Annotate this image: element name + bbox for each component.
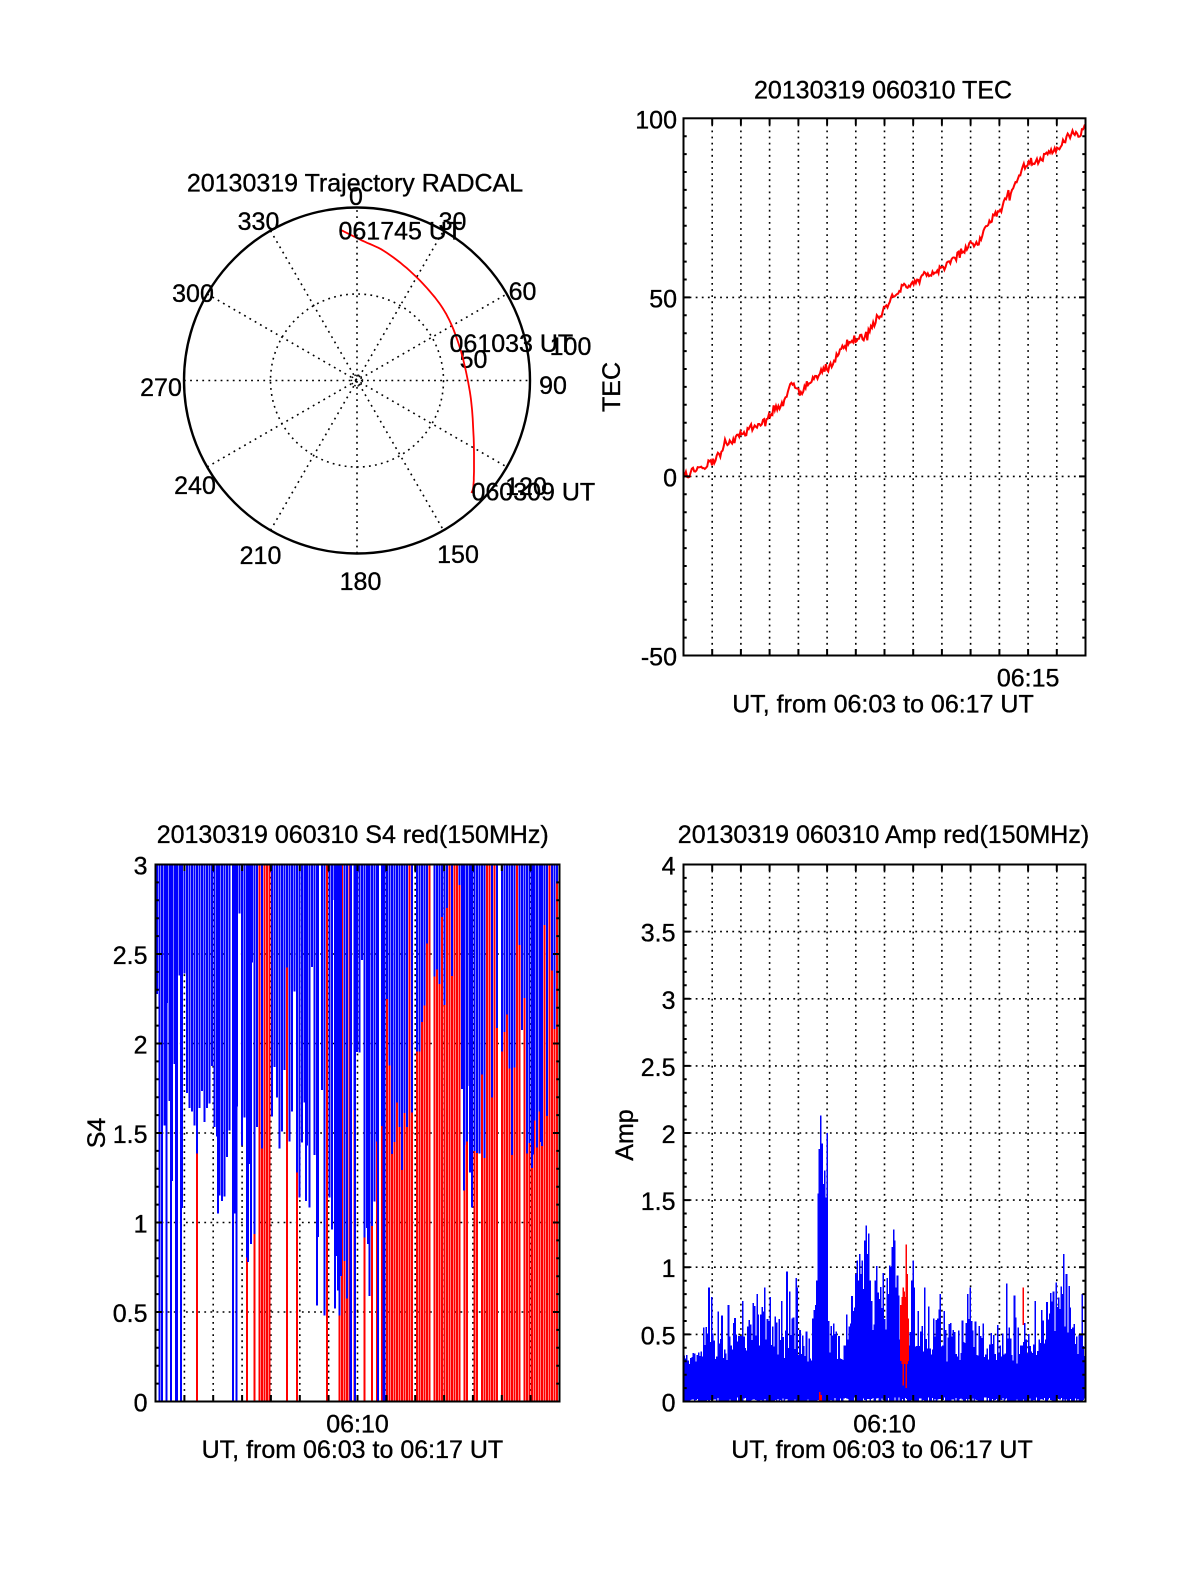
svg-text:0: 0 xyxy=(349,183,363,211)
svg-text:0: 0 xyxy=(663,464,677,492)
svg-text:0.5: 0.5 xyxy=(641,1322,676,1350)
svg-text:20130319 060310 TEC: 20130319 060310 TEC xyxy=(754,76,1012,104)
svg-text:180: 180 xyxy=(340,568,382,596)
svg-text:TEC: TEC xyxy=(598,362,626,412)
svg-text:100: 100 xyxy=(550,333,592,361)
svg-text:1.5: 1.5 xyxy=(641,1188,676,1216)
svg-text:UT, from 06:03 to 06:17 UT: UT, from 06:03 to 06:17 UT xyxy=(731,1436,1033,1464)
svg-text:UT, from 06:03 to 06:17 UT: UT, from 06:03 to 06:17 UT xyxy=(202,1436,504,1464)
svg-text:2: 2 xyxy=(134,1032,148,1060)
svg-text:0: 0 xyxy=(134,1390,148,1418)
svg-text:06:10: 06:10 xyxy=(853,1410,916,1438)
svg-text:UT, from 06:03 to 06:17 UT: UT, from 06:03 to 06:17 UT xyxy=(732,690,1034,718)
svg-text:06:15: 06:15 xyxy=(997,664,1060,692)
svg-text:120: 120 xyxy=(505,473,547,501)
svg-text:0: 0 xyxy=(662,1390,676,1418)
svg-text:60: 60 xyxy=(509,278,537,306)
svg-text:2: 2 xyxy=(662,1121,676,1149)
svg-text:270: 270 xyxy=(140,374,182,402)
svg-text:100: 100 xyxy=(635,106,677,134)
svg-text:240: 240 xyxy=(174,472,216,500)
svg-text:S4: S4 xyxy=(83,1118,111,1149)
svg-text:210: 210 xyxy=(240,542,282,570)
svg-text:Amp: Amp xyxy=(611,1109,639,1160)
svg-text:060309 UT: 060309 UT xyxy=(472,479,596,507)
svg-text:061745 UT: 061745 UT xyxy=(339,218,463,246)
svg-text:150: 150 xyxy=(437,541,479,569)
svg-text:20130319 060310 Amp red(150MHz: 20130319 060310 Amp red(150MHz) xyxy=(678,821,1089,849)
svg-text:2.5: 2.5 xyxy=(113,942,148,970)
svg-text:3: 3 xyxy=(662,987,676,1015)
svg-text:-50: -50 xyxy=(641,644,677,672)
svg-text:061033 UT: 061033 UT xyxy=(450,330,574,358)
svg-text:330: 330 xyxy=(238,208,280,236)
svg-text:2.5: 2.5 xyxy=(641,1054,676,1082)
svg-text:20130319 060310 S4 red(150MHz): 20130319 060310 S4 red(150MHz) xyxy=(157,821,549,849)
svg-text:4: 4 xyxy=(662,853,676,881)
svg-text:1: 1 xyxy=(662,1255,676,1283)
svg-text:1.5: 1.5 xyxy=(113,1121,148,1149)
svg-text:3.5: 3.5 xyxy=(641,920,676,948)
svg-text:06:10: 06:10 xyxy=(326,1410,389,1438)
svg-text:0.5: 0.5 xyxy=(113,1300,148,1328)
svg-text:90: 90 xyxy=(539,372,567,400)
svg-text:50: 50 xyxy=(649,285,677,313)
svg-text:20130319 Trajectory RADCAL: 20130319 Trajectory RADCAL xyxy=(187,169,523,197)
svg-text:1: 1 xyxy=(134,1211,148,1239)
svg-text:300: 300 xyxy=(172,280,214,308)
svg-text:3: 3 xyxy=(134,853,148,881)
svg-text:30: 30 xyxy=(439,208,467,236)
